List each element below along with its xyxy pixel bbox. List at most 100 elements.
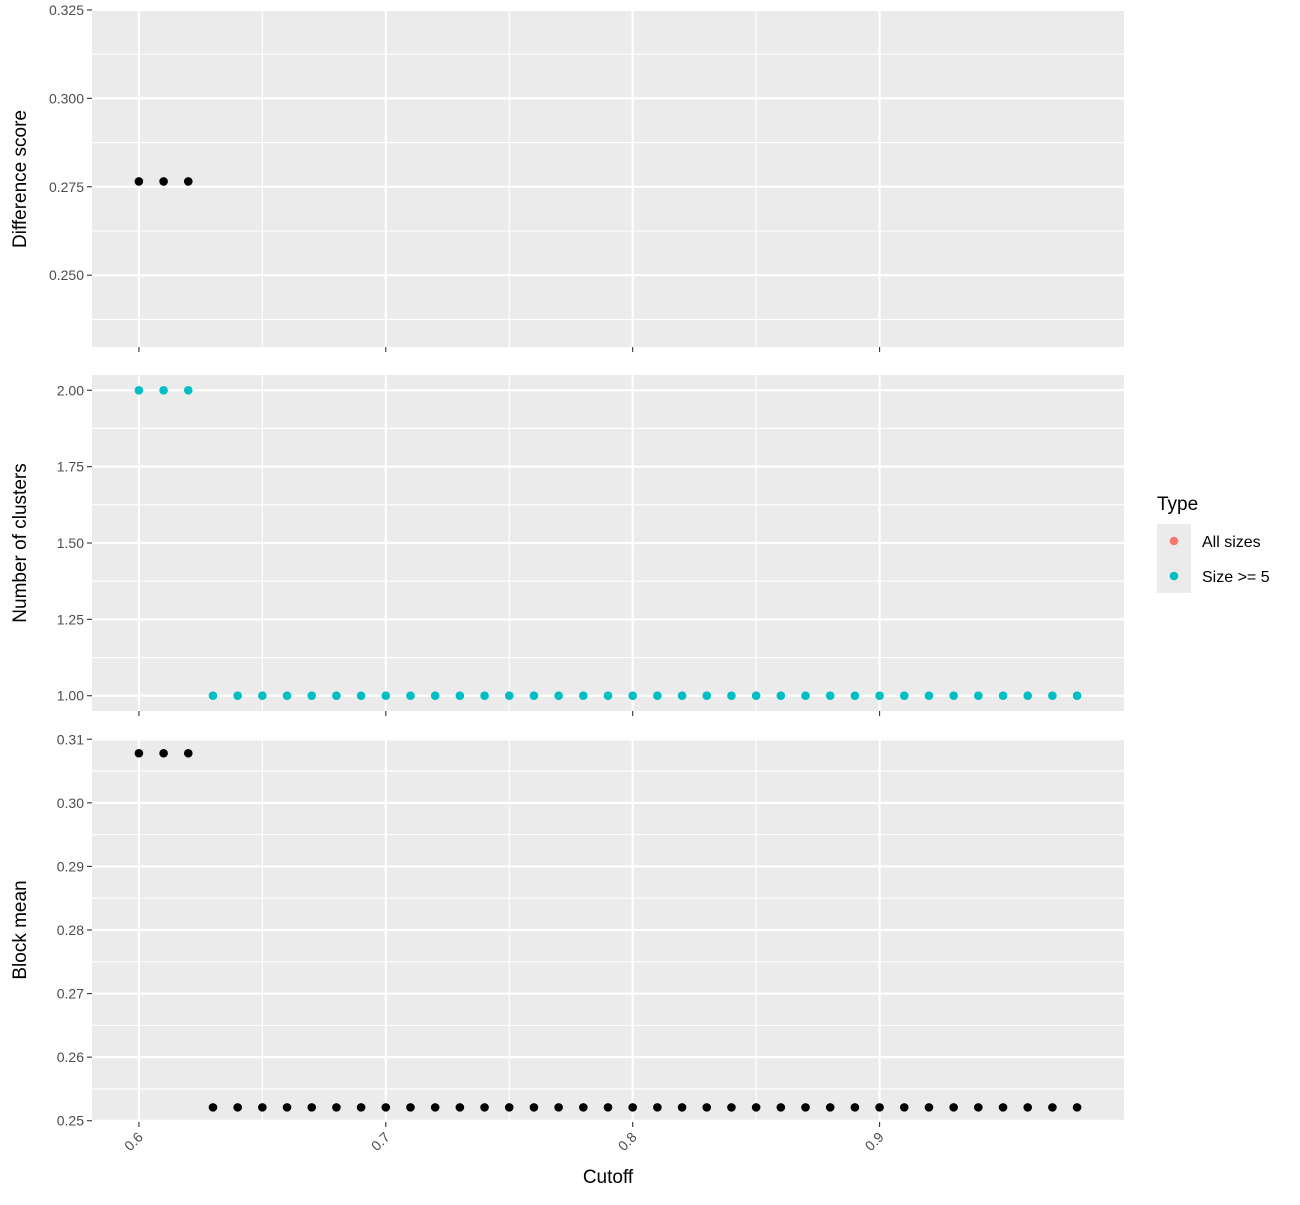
data-point	[554, 1103, 563, 1112]
data-point	[356, 691, 366, 701]
data-point	[850, 691, 860, 701]
y-tick-label: 0.26	[57, 1049, 84, 1065]
panel-1: 0.250 0.275 0.300 0.325 Difference score	[10, 2, 1124, 352]
data-point	[751, 1103, 761, 1112]
data-point	[974, 1103, 983, 1112]
data-point	[998, 691, 1008, 701]
data-point	[134, 748, 144, 758]
y-tick-label: 0.31	[57, 731, 84, 747]
chart-panels: 0.250 0.275 0.300 0.325 Difference score 1.00…	[10, 2, 1124, 1129]
legend-key-dot	[1169, 536, 1179, 546]
legend: Type All sizes Size >= 5	[1157, 494, 1270, 593]
x-tick-label: 0.9	[862, 1129, 887, 1154]
data-point	[406, 1103, 415, 1112]
data-point	[579, 1103, 588, 1112]
data-point	[776, 691, 786, 701]
data-point	[924, 691, 934, 701]
data-point	[727, 1103, 736, 1112]
data-point	[998, 1103, 1008, 1112]
y-tick-label: 0.27	[57, 986, 84, 1002]
data-point	[430, 1103, 440, 1112]
data-point	[183, 385, 193, 395]
y-tick-label: 0.275	[49, 179, 84, 195]
y-tick-label: 1.50	[57, 535, 84, 551]
legend-key-dot	[1169, 571, 1179, 581]
data-point	[899, 691, 909, 701]
x-tick-label: 0.7	[368, 1129, 393, 1154]
legend-key-background	[1157, 524, 1191, 593]
data-point	[677, 691, 687, 701]
y-tick-label: 0.30	[57, 795, 84, 811]
data-point	[307, 691, 317, 701]
data-point	[751, 691, 761, 701]
y-tick-label: 0.25	[57, 1113, 84, 1129]
data-point	[504, 691, 514, 701]
data-point	[776, 1103, 786, 1112]
data-point	[1072, 691, 1082, 701]
data-point	[159, 385, 168, 395]
data-point	[702, 1103, 712, 1112]
data-point	[480, 691, 489, 701]
y-tick-label: 2.00	[57, 382, 84, 398]
data-point	[875, 1103, 884, 1112]
data-point	[159, 177, 168, 186]
data-point	[554, 691, 563, 701]
panel-background	[92, 11, 1124, 347]
y-tick-label: 1.75	[57, 459, 84, 475]
data-point	[332, 1103, 341, 1112]
data-point	[677, 1103, 687, 1112]
data-point	[850, 1103, 860, 1112]
data-point	[480, 1103, 489, 1112]
data-point	[1023, 1103, 1033, 1112]
data-point	[356, 1103, 366, 1112]
data-point	[282, 1103, 292, 1112]
legend-label: All sizes	[1202, 534, 1261, 551]
data-point	[875, 691, 884, 701]
data-point	[702, 691, 712, 701]
data-point	[430, 691, 440, 701]
y-axis-title: Number of clusters	[10, 463, 31, 622]
data-point	[603, 1103, 613, 1112]
y-axis-title: Difference score	[10, 110, 31, 248]
data-point	[208, 1103, 218, 1112]
y-tick-label: 1.00	[57, 688, 84, 704]
data-point	[899, 1103, 909, 1112]
data-point	[1072, 1103, 1082, 1112]
legend-label: Size >= 5	[1202, 569, 1270, 586]
data-point	[825, 691, 835, 701]
data-point	[381, 1103, 391, 1112]
data-point	[801, 1103, 810, 1112]
data-point	[924, 1103, 934, 1112]
x-axis-title: Cutoff	[583, 1167, 634, 1188]
data-point	[381, 691, 391, 701]
data-point	[579, 691, 588, 701]
legend-title: Type	[1157, 494, 1198, 515]
data-point	[134, 177, 144, 186]
data-point	[183, 748, 193, 758]
data-point	[529, 691, 539, 701]
data-point	[208, 691, 218, 701]
x-axis: 0.6 0.7 0.8 0.9	[121, 1129, 887, 1154]
data-point	[134, 385, 144, 395]
data-point	[233, 691, 242, 701]
data-point	[406, 691, 415, 701]
y-tick-label: 0.250	[49, 267, 84, 283]
data-point	[727, 691, 736, 701]
data-point	[455, 1103, 465, 1112]
x-tick-label: 0.8	[615, 1129, 640, 1154]
data-point	[258, 1103, 267, 1112]
data-point	[949, 1103, 958, 1112]
data-point	[1048, 691, 1057, 701]
y-tick-label: 0.325	[49, 2, 84, 18]
panel-3: 0.25 0.26 0.27 0.28 0.29 0.30 0.31 Block mean	[10, 731, 1124, 1129]
data-point	[801, 691, 810, 701]
data-point	[603, 691, 613, 701]
data-point	[949, 691, 958, 701]
data-point	[504, 1103, 514, 1112]
data-point	[653, 1103, 662, 1112]
data-point	[974, 691, 983, 701]
y-tick-label: 1.25	[57, 611, 84, 627]
data-point	[1048, 1103, 1057, 1112]
y-tick-label: 0.300	[49, 90, 84, 106]
